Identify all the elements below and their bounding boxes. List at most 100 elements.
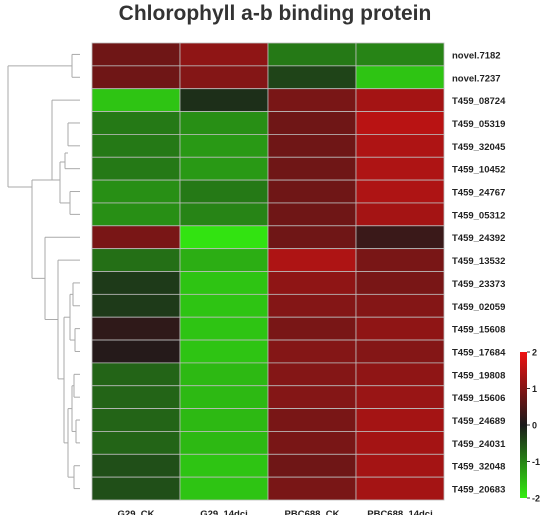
heatmap-cell — [355, 133, 445, 158]
heatmap-cell — [179, 431, 269, 455]
heatmap-cell — [179, 453, 269, 478]
heatmap-cell — [91, 316, 181, 341]
heatmap-cell — [91, 88, 181, 112]
heatmap-cell — [91, 339, 181, 364]
heatmap-cell — [355, 339, 445, 364]
heatmap-cell — [267, 431, 357, 455]
heatmap-cell — [91, 431, 181, 455]
heatmap-cell — [355, 362, 445, 387]
heatmap-cell — [355, 65, 445, 90]
row-label: T459_02059 — [452, 302, 505, 313]
heatmap-cell — [179, 65, 269, 90]
heatmap-cell — [179, 202, 269, 227]
heatmap-cell — [179, 476, 269, 501]
heatmap-cell — [179, 339, 269, 364]
row-label: T459_05319 — [452, 119, 505, 130]
heatmap-cell — [267, 293, 357, 318]
heatmap-cell — [179, 293, 269, 318]
legend-tick-label: 1 — [532, 384, 537, 394]
heatmap-cell — [355, 156, 445, 181]
heatmap-cell — [179, 179, 269, 204]
legend-tick-label: -2 — [532, 494, 540, 504]
heatmap-cell — [91, 453, 181, 478]
heatmap-cell — [267, 385, 357, 410]
heatmap-cell — [355, 271, 445, 295]
row-label: T459_08724 — [452, 96, 506, 107]
heatmap-cell — [91, 408, 181, 432]
heatmap-cell — [267, 248, 357, 272]
row-label: T459_24767 — [452, 188, 505, 199]
heatmap-cell — [91, 248, 181, 272]
heatmap-cell — [91, 293, 181, 318]
heatmap-cell — [91, 156, 181, 181]
heatmap-cell — [179, 271, 269, 295]
heatmap-cell — [267, 133, 357, 158]
row-label: T459_13532 — [452, 256, 505, 267]
heatmap-cell — [179, 362, 269, 387]
heatmap-cell — [355, 88, 445, 112]
row-label: T459_15606 — [452, 393, 505, 404]
heatmap-cell — [179, 111, 269, 135]
heatmap-cell — [267, 316, 357, 341]
heatmap-cell — [355, 385, 445, 410]
heatmap-cell — [267, 476, 357, 501]
heatmap-cell — [355, 42, 445, 67]
row-label: T459_24031 — [452, 439, 506, 450]
heatmap-cell — [355, 476, 445, 501]
row-label: T459_19808 — [452, 370, 505, 381]
heatmap-cell — [267, 453, 357, 478]
heatmap-cell — [267, 88, 357, 112]
column-label: G29_14dci — [200, 509, 248, 515]
heatmap-cell — [267, 179, 357, 204]
legend-tick-label: -1 — [532, 457, 540, 467]
row-label: T459_24689 — [452, 416, 505, 427]
heatmap-cell — [267, 339, 357, 364]
row-label: T459_17684 — [452, 347, 506, 358]
heatmap-cell — [267, 202, 357, 227]
heatmap-cell — [179, 225, 269, 250]
column-label: PBC688_CK — [285, 509, 340, 515]
heatmap-cell — [355, 408, 445, 432]
heatmap-cell — [91, 202, 181, 227]
row-label: T459_15608 — [452, 325, 505, 336]
heatmap-cell — [267, 156, 357, 181]
heatmap-cell — [267, 408, 357, 432]
column-label: G29_CK — [118, 509, 155, 515]
heatmap-cell — [355, 111, 445, 135]
heatmap-cell — [267, 42, 357, 67]
heatmap-cell — [91, 133, 181, 158]
heatmap-cell — [179, 88, 269, 112]
heatmap-cell — [91, 42, 181, 67]
heatmap-cell — [267, 111, 357, 135]
row-label: T459_10452 — [452, 165, 505, 176]
heatmap-cell — [91, 476, 181, 501]
heatmap-cell — [179, 42, 269, 67]
heatmap-cell — [179, 248, 269, 272]
heatmap-cell — [179, 133, 269, 158]
row-label: T459_32048 — [452, 462, 505, 473]
heatmap-cell — [355, 248, 445, 272]
chart-title: Chlorophyll a-b binding protein — [118, 2, 432, 25]
heatmap-cell — [355, 293, 445, 318]
row-label: novel.7182 — [452, 50, 501, 61]
row-label: T459_20683 — [452, 485, 505, 496]
heatmap-cell — [91, 385, 181, 410]
heatmap-cell — [355, 225, 445, 250]
color-legend-bar — [520, 352, 527, 498]
heatmap-cell — [267, 271, 357, 295]
heatmap-cell — [91, 179, 181, 204]
row-label: novel.7237 — [452, 73, 501, 84]
heatmap-cell — [91, 362, 181, 387]
heatmap-cell — [91, 65, 181, 90]
heatmap-cell — [179, 385, 269, 410]
heatmap-cell — [355, 431, 445, 455]
row-label: T459_05312 — [452, 210, 505, 221]
legend-tick-label: 0 — [532, 421, 537, 431]
heatmap-cell — [179, 408, 269, 432]
heatmap-cell — [355, 179, 445, 204]
row-label: T459_32045 — [452, 142, 506, 153]
column-label: PBC688_14dci — [367, 509, 432, 515]
heatmap-cell — [267, 225, 357, 250]
heatmap-cell — [267, 65, 357, 90]
